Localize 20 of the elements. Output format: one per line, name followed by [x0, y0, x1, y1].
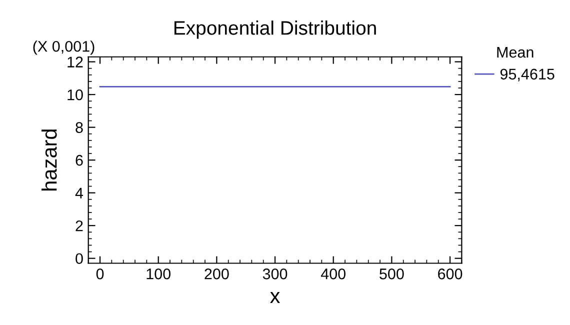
x-tick-label: 100 — [146, 268, 170, 280]
legend-title: Mean — [497, 47, 534, 58]
x-tick-label: 200 — [204, 268, 229, 280]
chart-title: Exponential Distribution — [174, 20, 376, 39]
x-tick-label: 500 — [380, 268, 404, 280]
x-axis-title: x — [270, 292, 280, 304]
legend-label: 95,4615 — [500, 68, 554, 82]
x-tick-label: 0 — [96, 268, 104, 280]
y-tick-label: 4 — [75, 188, 84, 198]
x-tick-label: 400 — [320, 268, 346, 280]
y-tick-label: 12 — [68, 56, 83, 68]
y-tick-label: 8 — [76, 122, 83, 133]
y-axis-title: hazard — [42, 130, 57, 190]
y-tick-label: 0 — [76, 253, 83, 264]
x-tick-label: 300 — [262, 268, 288, 280]
y-tick-label: 2 — [76, 220, 83, 232]
y-tick-label: 6 — [76, 154, 83, 166]
y-tick-label: 10 — [68, 89, 83, 100]
text: (X 0,001) — [33, 40, 94, 55]
x-tick-label: 600 — [438, 268, 462, 280]
